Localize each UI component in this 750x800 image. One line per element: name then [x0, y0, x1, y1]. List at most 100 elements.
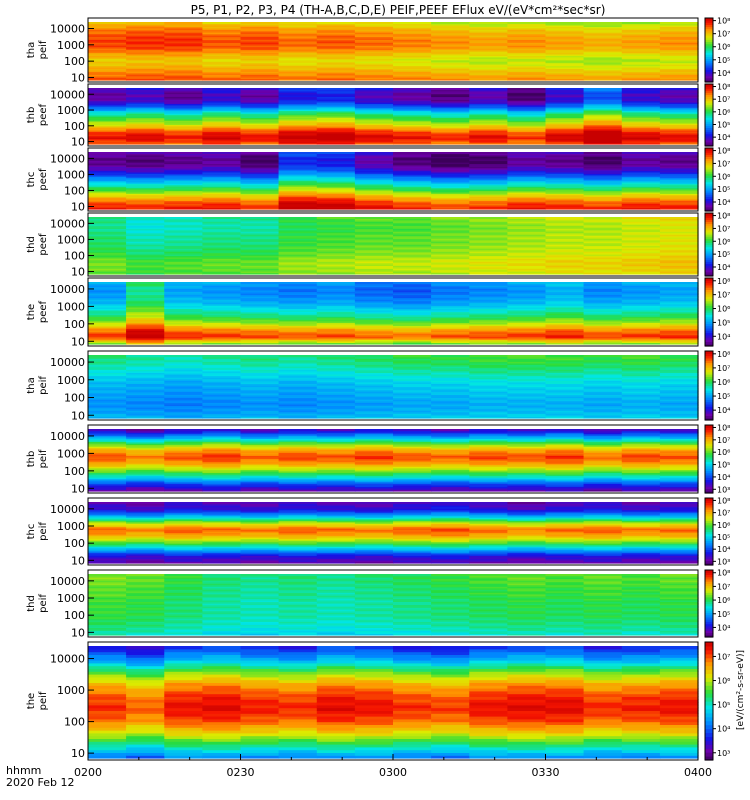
spectrogram-cell: [164, 219, 203, 222]
spectrogram-cell: [354, 483, 394, 486]
spectrogram-cell: [393, 478, 432, 481]
colorbar-swatch: [705, 449, 713, 453]
panel-probe-label: tha: [26, 42, 37, 58]
spectrogram-cell: [545, 372, 585, 375]
spectrogram-cell: [316, 380, 356, 383]
spectrogram-cell: [88, 331, 127, 334]
spectrogram-cell: [545, 463, 585, 466]
spectrogram-cell: [469, 231, 508, 234]
spectrogram-cell: [316, 43, 356, 46]
spectrogram-cell: [469, 342, 508, 345]
spectrogram-cell: [88, 361, 127, 364]
spectrogram-cell: [278, 242, 318, 245]
spectrogram-cell: [469, 372, 508, 375]
spectrogram-cell: [240, 268, 280, 271]
spectrogram-cell: [507, 384, 547, 388]
spectrogram-cell: [88, 64, 127, 67]
spectrogram-cell: [393, 33, 432, 36]
spectrogram-cell: [393, 383, 432, 386]
spectrogram-cell: [278, 190, 318, 193]
colorbar-swatch: [705, 200, 713, 204]
spectrogram-cell: [278, 455, 318, 458]
spectrogram-cell: [659, 271, 699, 274]
spectrogram-cell: [126, 523, 165, 526]
spectrogram-cell: [354, 196, 394, 199]
spectrogram-cell: [507, 326, 547, 330]
spectrogram-cell: [88, 171, 127, 174]
spectrogram-cell: [240, 466, 280, 469]
spectrogram-cell: [164, 157, 203, 160]
spectrogram-cell: [240, 179, 280, 182]
spectrogram-cell: [316, 33, 356, 36]
spectrogram-cell: [659, 433, 699, 436]
spectrogram-cell: [659, 152, 699, 154]
spectrogram-cell: [393, 433, 432, 436]
spectrogram-cell: [507, 111, 547, 114]
spectrogram-cell: [507, 39, 547, 42]
spectrogram-cell: [583, 475, 623, 478]
spectrogram-cell: [126, 429, 165, 432]
spectrogram-cell: [431, 258, 470, 261]
spectrogram-cell: [202, 467, 242, 470]
spectrogram-cell: [393, 308, 432, 311]
spectrogram-cell: [545, 285, 585, 288]
spectrogram-cell: [316, 102, 356, 104]
spectrogram-cell: [164, 558, 203, 561]
spectrogram-cell: [507, 397, 547, 400]
spectrogram-cell: [469, 438, 508, 441]
spectrogram-cell: [393, 217, 432, 219]
spectrogram-cell: [278, 438, 318, 441]
spectrogram-cell: [469, 416, 508, 419]
spectrogram-cell: [583, 104, 623, 107]
spectrogram-cell: [354, 100, 394, 103]
spectrogram-cell: [164, 518, 203, 521]
spectrogram-cell: [278, 141, 318, 144]
spectrogram-cell: [278, 74, 318, 77]
spectrogram-cell: [278, 137, 318, 139]
spectrogram-cell: [621, 477, 661, 480]
spectrogram-cell: [583, 289, 623, 292]
spectrogram-cell: [278, 389, 318, 392]
spectrogram-cell: [316, 464, 356, 467]
spectrogram-cell: [278, 262, 318, 265]
spectrogram-cell: [469, 134, 508, 137]
spectrogram-cell: [202, 222, 242, 225]
spectrogram-cell: [316, 452, 356, 455]
spectrogram-cell: [431, 114, 470, 117]
spectrogram-cell: [202, 171, 242, 174]
spectrogram-cell: [545, 414, 585, 418]
spectrogram-cell: [545, 326, 585, 330]
spectrogram-cell: [583, 138, 623, 141]
spectrogram-cell: [278, 160, 318, 163]
spectrogram-cell: [126, 439, 165, 442]
spectrogram-cell: [545, 254, 585, 257]
spectrogram-cell: [164, 456, 203, 460]
spectrogram-cell: [659, 295, 699, 299]
spectrogram-cell: [278, 375, 318, 378]
spectrogram-cell: [621, 171, 661, 174]
spectrogram-cell: [583, 225, 623, 228]
spectrogram-cell: [469, 261, 508, 264]
spectrogram-cell: [583, 389, 623, 392]
spectrogram-cell: [316, 152, 356, 154]
spectrogram-cell: [240, 325, 280, 328]
spectrogram-cell: [393, 472, 432, 475]
spectrogram-cell: [164, 486, 203, 489]
spectrogram-cell: [202, 255, 242, 258]
spectrogram-cell: [659, 61, 699, 64]
spectrogram-cell: [431, 164, 470, 167]
spectrogram-cell: [88, 358, 127, 361]
spectrogram-cell: [393, 231, 432, 234]
colorbar-tick-label: 10⁴: [717, 406, 730, 415]
spectrogram-cell: [202, 285, 242, 288]
spectrogram-cell: [164, 394, 203, 397]
spectrogram-cell: [316, 430, 356, 433]
spectrogram-cell: [507, 228, 547, 231]
colorbar-tick-label: 10³: [717, 485, 730, 494]
spectrogram-cell: [88, 370, 127, 373]
spectrogram-cell: [354, 455, 394, 458]
spectrogram-cell: [354, 68, 394, 71]
spectrogram-cell: [659, 130, 699, 132]
colorbar-swatch: [705, 481, 713, 485]
spectrogram-cell: [507, 395, 547, 399]
